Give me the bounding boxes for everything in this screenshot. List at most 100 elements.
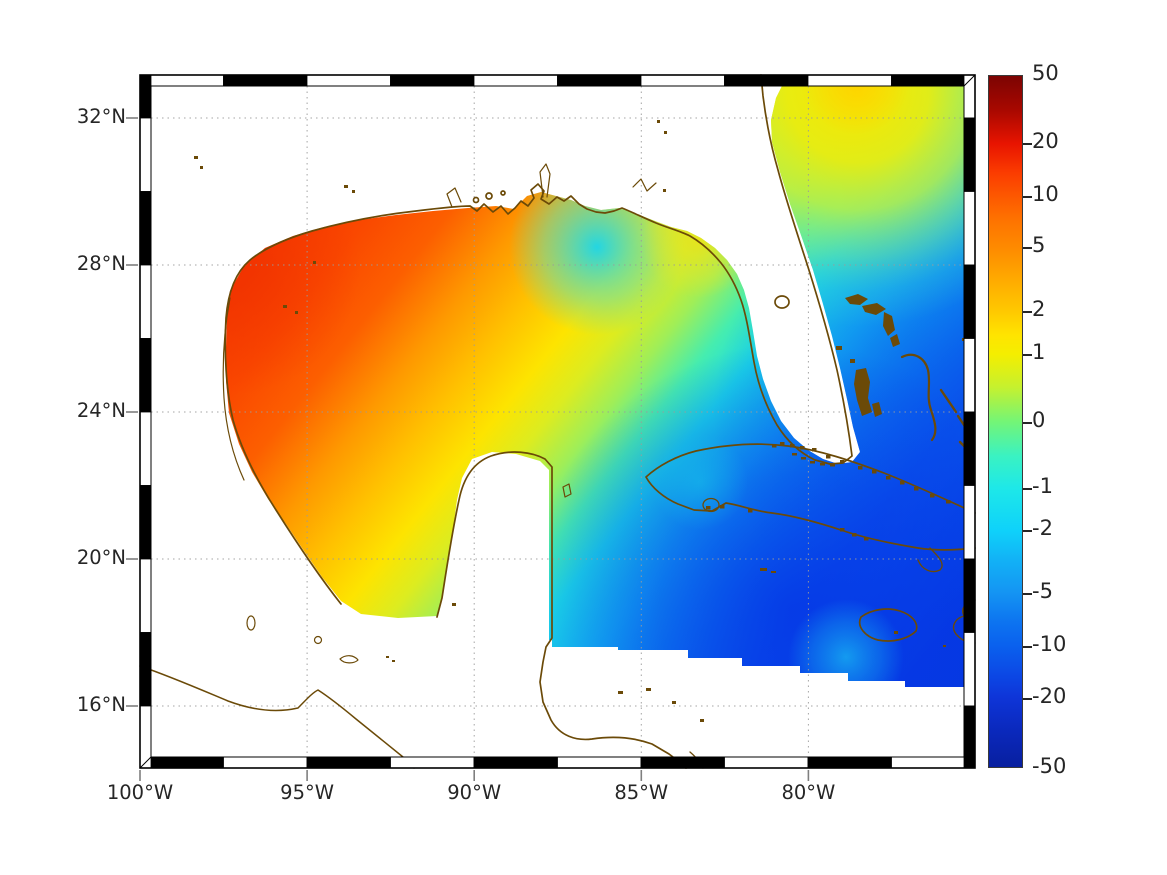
- colorbar-tick: [1023, 698, 1032, 700]
- colorbar-tick-label: -50: [1032, 754, 1067, 778]
- jamaica-speck: [894, 631, 898, 634]
- cayman-island: [771, 571, 776, 573]
- colorbar-tick-label: -2: [1032, 516, 1053, 541]
- lagoon-arc: [339, 655, 359, 664]
- cuba-cay: [840, 528, 845, 532]
- y-axis-label: 16°N: [76, 693, 126, 716]
- colorbar-tick-label: 50: [1032, 61, 1059, 85]
- colorbar-tick-label: -10: [1032, 632, 1067, 657]
- texas-islet: [313, 261, 316, 264]
- colorbar-tick-label: -1: [1032, 474, 1053, 499]
- texas-islet: [194, 156, 198, 159]
- mexico-islet: [392, 660, 395, 662]
- texas-islet: [200, 166, 203, 169]
- colorbar-tick: [1023, 195, 1032, 198]
- cuba-cay: [748, 509, 753, 513]
- islet: [664, 131, 667, 134]
- cuba-cay: [720, 505, 725, 509]
- cuba-cay: [826, 455, 831, 459]
- bahama-andros: [854, 368, 872, 416]
- cuba-cay: [886, 476, 891, 480]
- mexico-islet: [386, 656, 389, 658]
- cuba-cay: [858, 466, 863, 470]
- frame-checkered-border: [139, 74, 976, 769]
- honduras-islet: [646, 688, 651, 691]
- y-axis-label: 20°N: [76, 546, 126, 569]
- colorbar-tick: [1023, 311, 1032, 314]
- cuba-cay: [790, 444, 795, 448]
- colorbar-tick-label: 1: [1032, 340, 1046, 365]
- islet: [344, 185, 348, 188]
- cayman-island: [760, 568, 767, 571]
- cuba-cay: [800, 446, 805, 450]
- florida-key: [810, 461, 815, 464]
- cuba-cay: [812, 448, 817, 452]
- bahamas-eleuthera-hook: [900, 353, 937, 442]
- colorbar-tick-label: 0: [1032, 407, 1046, 432]
- graticule-gridlines: [151, 86, 964, 757]
- cuba-cay: [900, 481, 905, 485]
- coastline-mobile-bay: [539, 163, 551, 198]
- colorbar-tick: [1023, 142, 1032, 145]
- lake-okeechobee: [774, 295, 790, 309]
- coastlines: [139, 74, 976, 769]
- coastline-mexico-inland: [139, 665, 415, 769]
- islet: [352, 190, 355, 193]
- colorbar-tick: [1023, 592, 1032, 595]
- bahama-grand: [845, 294, 868, 305]
- cuba-cay: [840, 460, 845, 464]
- islet: [657, 120, 660, 123]
- colorbar-tick: [1023, 488, 1032, 491]
- cuba-cay: [772, 444, 777, 448]
- cuba-cay: [706, 506, 711, 510]
- x-axis-label: 80°W: [781, 781, 836, 804]
- bahama-berry: [850, 359, 855, 363]
- coastline-jamaica: [858, 608, 918, 642]
- hispaniola-speck: [943, 645, 946, 647]
- cuba-cay: [852, 533, 857, 537]
- colorbar-tick: [1023, 246, 1032, 249]
- colorbar-tick: [1023, 421, 1032, 424]
- florida-key: [801, 457, 806, 460]
- cuba-cays: [706, 442, 951, 541]
- cuba-cay: [780, 442, 785, 446]
- colorbar-tick: [1023, 530, 1032, 533]
- bahama-abaco-s: [883, 312, 895, 336]
- marsh-islet: [485, 192, 493, 200]
- marsh-islet: [500, 190, 506, 196]
- bahama-andros-s: [872, 402, 882, 417]
- bahama-islet: [890, 334, 900, 347]
- coastline-bigbend-marks: [632, 178, 657, 192]
- y-axis-label: 28°N: [76, 252, 126, 275]
- cozumel-island: [562, 483, 572, 498]
- y-axis-label: 24°N: [76, 399, 126, 422]
- texas-islet: [283, 305, 287, 308]
- cuba-cay: [946, 500, 951, 504]
- colorbar-tick-label: 5: [1032, 232, 1046, 257]
- honduras-islet: [700, 719, 704, 722]
- honduras-islet: [618, 691, 623, 694]
- colorbar-tick: [1023, 646, 1032, 649]
- colorbar-tick-label: -20: [1032, 684, 1067, 708]
- heatmap-field: [226, 75, 975, 687]
- lagoon-terminos: [246, 615, 256, 631]
- colorbar-tick-label: 2: [1032, 297, 1046, 322]
- cuba-cay: [872, 470, 877, 474]
- x-axis-label: 100°W: [106, 781, 174, 804]
- bahama-bimini: [836, 346, 842, 350]
- cuba-cay: [930, 494, 935, 498]
- y-axis-label: 32°N: [76, 105, 126, 128]
- honduras-islet: [672, 701, 676, 704]
- axis-tick-marks: [126, 117, 810, 781]
- colorbar-tick-label: -5: [1032, 578, 1053, 603]
- bahama-abaco: [862, 303, 886, 315]
- colorbar: [988, 75, 1023, 768]
- coastline-cuba-southeast-hook: [917, 547, 943, 573]
- colorbar-tick-label: 10: [1032, 181, 1059, 206]
- marsh-islet: [472, 196, 480, 204]
- colorbar-tick-label: 20: [1032, 128, 1059, 153]
- cuba-cay: [864, 537, 869, 541]
- island-marks: [194, 120, 974, 722]
